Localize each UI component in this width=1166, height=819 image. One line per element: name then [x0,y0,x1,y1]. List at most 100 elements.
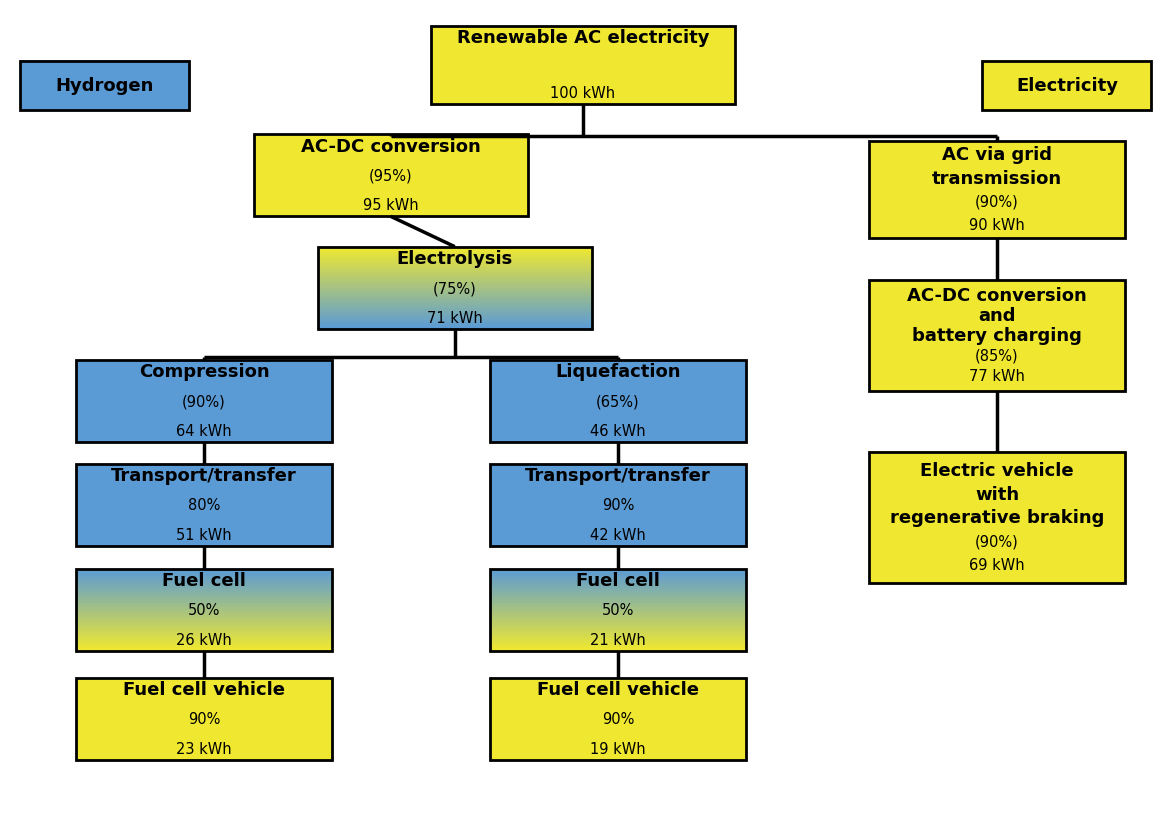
Bar [490,371,746,373]
Bar [869,460,1125,463]
Bar [490,723,746,725]
Bar [490,740,746,742]
Bar [76,636,332,637]
Bar [76,491,332,493]
Bar [76,686,332,688]
Bar [431,70,735,72]
Bar [869,352,1125,354]
Bar [76,375,332,377]
Bar [431,94,735,95]
Bar [490,416,746,418]
Bar [76,600,332,602]
Bar [490,588,746,590]
Bar [869,360,1125,362]
Bar [317,321,592,323]
Bar [490,600,746,602]
Bar [490,404,746,405]
Bar [869,198,1125,200]
Text: 64 kWh: 64 kWh [176,423,232,438]
Bar [317,274,592,276]
Bar [76,383,332,385]
Text: 26 kWh: 26 kWh [176,632,232,647]
Bar [76,740,332,742]
Bar [76,467,332,468]
Bar [76,724,332,726]
Text: (90%): (90%) [182,394,226,409]
Bar [76,532,332,534]
Bar [982,76,1151,77]
Bar [254,215,527,217]
Bar [76,719,332,721]
Bar [254,156,527,157]
Bar [254,138,527,139]
Bar [76,539,332,541]
Bar [869,284,1125,286]
Bar [982,73,1151,74]
Bar [76,644,332,645]
Bar [76,699,332,701]
Bar [76,437,332,438]
Bar [869,572,1125,574]
Bar [869,280,1125,283]
Bar [431,34,735,36]
Bar [869,287,1125,290]
Bar [869,505,1125,507]
Bar [76,594,332,595]
Bar [76,418,332,419]
Bar [490,731,746,733]
Bar [490,377,746,378]
Bar [254,147,527,149]
Bar [869,351,1125,352]
Bar [76,391,332,393]
Bar [490,477,746,478]
Bar [490,489,746,491]
Bar [76,538,332,540]
Bar [254,135,527,217]
Text: 90%: 90% [602,498,634,513]
Bar [76,426,332,428]
Bar [490,734,746,735]
Bar [76,397,332,399]
Bar [869,227,1125,229]
Bar [869,345,1125,347]
Bar [76,746,332,748]
Text: with: with [975,485,1019,503]
Text: AC-DC conversion: AC-DC conversion [907,287,1087,305]
Bar [431,61,735,63]
Bar [490,592,746,594]
Bar [76,362,332,363]
Bar [869,179,1125,180]
Bar [982,65,1151,66]
Bar [76,749,332,750]
Bar [76,578,332,580]
Bar [317,288,592,290]
Bar [490,649,746,651]
Bar [490,637,746,639]
Bar [76,715,332,717]
Bar [76,414,332,415]
Bar [431,95,735,97]
Bar [490,590,746,591]
Bar [982,87,1151,88]
Bar [490,485,746,486]
Bar [76,432,332,434]
Bar [869,324,1125,327]
Bar [431,66,735,67]
Bar [21,75,189,76]
Bar [490,596,746,598]
Bar [76,360,332,362]
Bar [21,102,189,103]
Bar [490,467,746,468]
Bar [490,426,746,428]
Bar [431,33,735,34]
Bar [76,485,332,486]
Bar [490,362,746,363]
Bar [317,276,592,278]
Bar [317,325,592,327]
Bar [76,618,332,620]
Bar [490,422,746,423]
Bar [490,365,746,367]
Bar [869,190,1125,192]
Bar [869,153,1125,155]
Bar [431,86,735,88]
